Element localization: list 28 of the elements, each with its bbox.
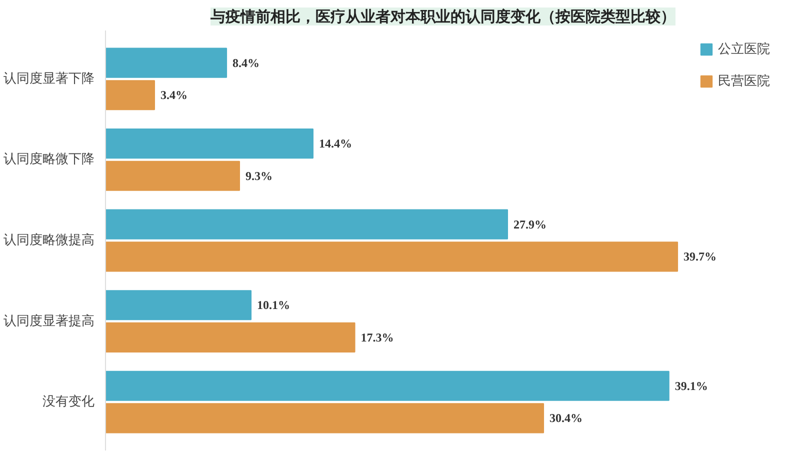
y-tick-label: 认同度显著下降 — [4, 70, 94, 86]
data-label: 8.4% — [232, 56, 260, 70]
y-tick-label: 没有变化 — [42, 394, 94, 410]
data-label: 14.4% — [318, 136, 352, 151]
bar — [106, 370, 670, 401]
y-tick-label: 认同度略微提高 — [4, 232, 94, 248]
bar — [106, 48, 228, 78]
bar — [106, 209, 508, 240]
data-label: 3.4% — [160, 88, 188, 102]
bar — [106, 160, 240, 191]
bar — [106, 128, 314, 159]
bar — [106, 80, 155, 110]
legend-label: 民营医院 — [718, 73, 770, 90]
bar — [106, 242, 678, 272]
data-label: 39.1% — [674, 378, 708, 393]
data-label: 10.1% — [257, 298, 290, 312]
data-label: 27.9% — [514, 217, 547, 232]
bar — [106, 290, 252, 320]
legend-label: 公立医院 — [718, 41, 770, 58]
chart-title: 与疫情前相比，医疗从业者对本职业的认同度变化（按医院类型比较） — [210, 8, 676, 26]
data-label: 9.3% — [246, 168, 273, 183]
data-label: 30.4% — [550, 411, 583, 426]
y-tick-label: 认同度略微下降 — [4, 151, 94, 168]
bar — [106, 322, 356, 352]
bar — [106, 403, 544, 434]
y-tick-label: 认同度显著提高 — [4, 312, 94, 329]
data-label: 17.3% — [360, 330, 394, 344]
data-label: 39.7% — [684, 250, 717, 264]
